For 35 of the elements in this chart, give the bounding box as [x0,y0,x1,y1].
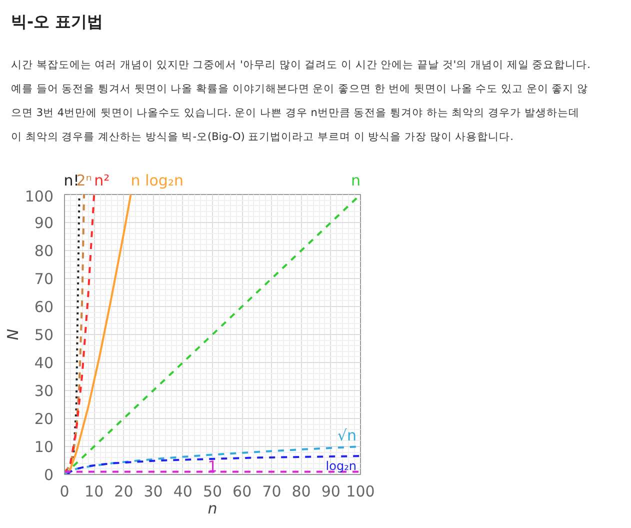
x-tick-label: 100 [346,482,375,500]
y-tick-label: 60 [34,298,54,316]
text: 으면 3번 4번만에 뒷면이 나올수도 있습니다. 운이 나쁜 경우 n번만큼 동전을 튕겨야 하는 최악의 경우가 발생하는데 [11,107,580,119]
x-tick-label: 90 [321,482,340,500]
x-tick-label: 60 [232,482,252,500]
text: 시간 복잡도에는 여러 개념이 있지만 그중에서 '아무리 많이 걸려도 이 시간 안에는 끝날 것'의 개념이 제일 중요합니다. [11,59,591,71]
series-label: 2ⁿ [76,171,92,190]
y-tick-label: 30 [34,382,54,400]
chart-title: 빅-오 표기법 [11,11,104,33]
y-tick-label: 100 [24,188,54,206]
y-tick-label: 40 [34,354,54,372]
y-tick-label: 80 [34,242,54,260]
y-tick-label: 50 [34,326,54,344]
x-tick-label: 10 [84,482,104,500]
series-label: n² [94,171,110,190]
series-label: n log₂n [130,171,184,190]
x-tick-label: 0 [60,482,70,500]
y-tick-label: 70 [34,270,54,288]
series-label: √n [337,426,357,444]
x-tick-label: 30 [144,482,163,500]
x-tick-label: 80 [292,482,311,500]
text: 이 최악의 경우를 계산하는 방식을 빅-오(Big-O) 표기법이라고 부르며 이 방식을 가장 많이 사용합니다. [11,131,514,143]
y-axis-title: N [4,328,22,340]
x-tick-label: 40 [173,482,192,500]
x-tick-label: 50 [202,482,222,500]
y-tick-label: 90 [34,214,54,232]
y-tick-label: 20 [34,410,54,428]
series-label: log₂n [326,459,357,474]
series-label: n [350,171,361,190]
x-tick-label: 70 [262,482,282,500]
y-tick-label: 10 [34,438,54,456]
x-tick-label: 20 [114,482,134,500]
y-tick-label: 0 [44,466,54,484]
x-axis-title: n [208,500,218,518]
text: 예를 들어 동전을 튕겨서 뒷면이 나올 확률을 이야기해본다면 운이 좋으면 한 번에 뒷면이 나올 수도 있고 운이 좋지 않 [11,83,588,95]
